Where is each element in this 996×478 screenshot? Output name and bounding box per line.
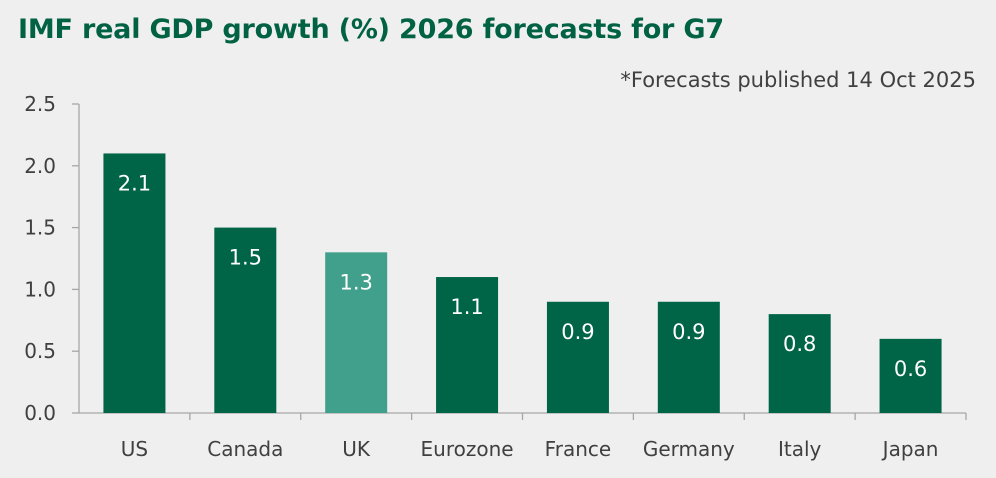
y-tick-label: 1.5 (24, 216, 56, 240)
x-tick-label-japan: Japan (881, 437, 939, 461)
labels: 2.1 US 1.5 Canada 1.3 UK 1.1 Eurozone 0.9 France 0… (118, 171, 939, 461)
data-label-japan: 0.6 (894, 357, 927, 381)
y-tick-label: 0.0 (24, 401, 56, 425)
data-label-france: 0.9 (561, 320, 594, 344)
y-tick-label: 1.0 (24, 277, 56, 301)
x-tick-label-germany: Germany (643, 437, 735, 461)
bar-japan (879, 338, 942, 413)
data-label-eurozone: 1.1 (450, 295, 483, 319)
x-tick-label-france: France (545, 437, 612, 461)
chart-title: IMF real GDP growth (%) 2026 forecasts f… (18, 14, 724, 45)
bars (103, 153, 942, 413)
data-label-uk: 1.3 (339, 270, 372, 294)
data-label-italy: 0.8 (783, 332, 816, 356)
bar-uk (325, 252, 388, 413)
axes: 0.0 0.5 1.0 1.5 2.0 2.5 (24, 92, 967, 425)
data-label-canada: 1.5 (229, 246, 262, 270)
data-label-germany: 0.9 (672, 320, 705, 344)
bar-germany (657, 301, 720, 413)
bar-france (546, 301, 609, 413)
y-tick-label: 2.0 (24, 154, 56, 178)
y-tick-label: 2.5 (24, 92, 56, 116)
x-tick-label-italy: Italy (778, 437, 822, 461)
bar-canada (214, 227, 277, 413)
bar-us (103, 153, 166, 413)
y-tick-label: 0.5 (24, 339, 56, 363)
x-tick-label-eurozone: Eurozone (421, 437, 514, 461)
x-tick-label-us: US (121, 437, 148, 461)
bar-italy (768, 314, 831, 413)
data-label-us: 2.1 (118, 171, 151, 195)
x-tick-label-uk: UK (342, 437, 371, 461)
forecast-note: *Forecasts published 14 Oct 2025 (620, 68, 976, 92)
x-tick-label-canada: Canada (207, 437, 283, 461)
bar-eurozone (436, 277, 499, 413)
